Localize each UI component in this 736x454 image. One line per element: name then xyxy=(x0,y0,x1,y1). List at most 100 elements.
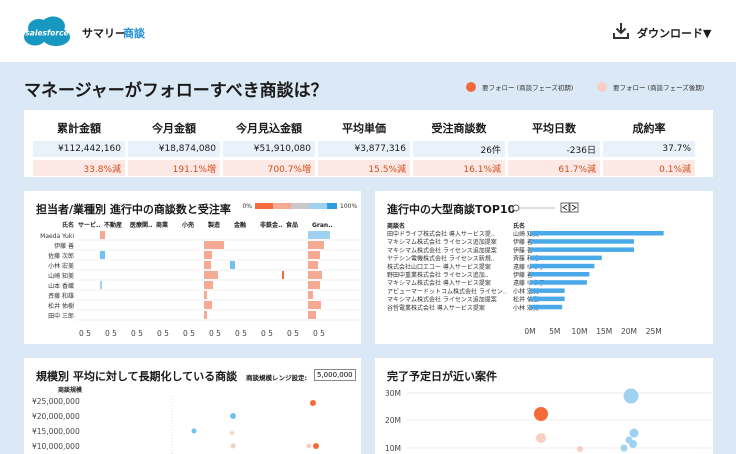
heat-cell[interactable] xyxy=(100,251,105,259)
heat-cell[interactable] xyxy=(100,231,105,239)
axis-tick: 0 5 xyxy=(131,329,143,338)
range-label: 商談規模レンジ設定: xyxy=(246,374,308,382)
heat-cell[interactable] xyxy=(308,261,318,269)
page-title: サマリー xyxy=(82,27,126,40)
prev-button[interactable] xyxy=(560,202,570,213)
deal-name: 株式会社山口エコー 導入サービス提案 xyxy=(387,263,491,271)
deal-bar[interactable] xyxy=(530,247,634,252)
axis-tick: 0 5 xyxy=(287,329,299,338)
col-header-name: 氏名 xyxy=(62,221,74,229)
heat-cell[interactable] xyxy=(204,281,213,289)
heat-cell[interactable] xyxy=(308,241,324,249)
salesforce-logo-icon[interactable]: salesforce xyxy=(22,15,72,49)
download-button[interactable]: ダウンロード▼ xyxy=(637,27,712,40)
deal-bar[interactable] xyxy=(530,263,595,269)
deal-bubble[interactable] xyxy=(623,388,639,404)
panel-owner-industry: 担当者/業種別 進行中の商談数と受注率 0% 100% 氏名 サービ.. 不動産医… xyxy=(24,191,361,344)
deal-bubble[interactable] xyxy=(313,443,319,449)
download-icon[interactable] xyxy=(612,22,630,40)
kpi-header-row: 累計金額 今月金額 今月見込金額 平均単価 受注商談数 平均日数 成約率 xyxy=(33,118,695,138)
deal-name: マキシマム株式会社 ライセンス追加提案 xyxy=(387,238,497,246)
deal-bubble[interactable] xyxy=(534,407,548,421)
industry-header: サービ.. xyxy=(78,221,101,229)
x-tick-label: 5M xyxy=(549,327,560,336)
deal-owner: 伊藤 善 xyxy=(513,246,533,254)
range-input[interactable] xyxy=(314,369,356,381)
long-deals-chart[interactable]: 商談規模 ¥25,000,000 ¥20,000,000 ¥15,000,000… xyxy=(24,358,361,454)
deal-bubble[interactable] xyxy=(230,413,236,419)
kpi-value: -236日 xyxy=(508,141,600,157)
deal-bar[interactable] xyxy=(530,304,563,310)
owner-industry-chart[interactable]: 0% 100% 氏名 サービ.. 不動産 医療関.. 商業 小売 製造 金融 非鉄金.. 食品 G… xyxy=(24,191,361,344)
kpi-change-row: 33.8%減 191.1%増 700.7%増 15.5%減 16.1%減 61.… xyxy=(33,160,695,176)
heat-cell[interactable] xyxy=(204,311,207,319)
deal-bubble[interactable] xyxy=(536,433,546,443)
scale-max-label: 100% xyxy=(340,203,357,210)
owner-name: 田中 三郎 xyxy=(48,312,74,320)
scale-swatch xyxy=(327,203,337,209)
x-tick-label: 20M xyxy=(621,327,637,336)
heat-cell[interactable] xyxy=(308,271,322,279)
col-header-size: 商談規模 xyxy=(58,386,83,394)
deal-bar[interactable] xyxy=(530,288,565,293)
owner-name: 松井 佑樹 xyxy=(48,302,74,310)
page-subtitle[interactable]: 商談 xyxy=(123,27,145,40)
axis-tick: 0 5 xyxy=(209,329,221,338)
heat-cell[interactable] xyxy=(308,291,313,299)
deal-bubble[interactable] xyxy=(629,428,639,438)
deal-bar[interactable] xyxy=(530,255,602,261)
axis-tick: 0 5 xyxy=(105,329,117,338)
deal-owner: 遠藤 ゆう子 xyxy=(513,263,545,271)
heat-cell[interactable] xyxy=(204,271,218,279)
deal-owner: 遠藤 ゆう子 xyxy=(513,279,545,287)
upcoming-deals-chart[interactable]: 30M 20M 10M xyxy=(375,358,713,454)
deal-bubble[interactable] xyxy=(230,443,236,449)
filter-slider-handle[interactable] xyxy=(512,204,520,212)
industry-header: 医療関.. xyxy=(130,221,153,229)
kpi-label: 今月見込金額 xyxy=(236,122,302,135)
panel-long-deals: 規模別 平均に対して長期化している商談 商談規模レンジ設定: 商談規模 ¥25,… xyxy=(24,358,361,454)
scale-swatch xyxy=(309,203,327,209)
deal-name: マキシマム株式会社 ライセンス追加提案 xyxy=(387,246,497,254)
heat-cell[interactable] xyxy=(230,261,235,269)
deal-bar[interactable] xyxy=(530,280,587,285)
x-tick-label: 25M xyxy=(646,327,662,336)
deal-bubble[interactable] xyxy=(230,431,234,435)
axis-tick: 0 5 xyxy=(261,329,273,338)
heat-cell[interactable] xyxy=(204,251,212,259)
col-header-deal: 商談名 xyxy=(387,222,405,230)
deal-bubble[interactable] xyxy=(629,440,637,448)
heat-cell[interactable] xyxy=(204,241,224,249)
heat-cell[interactable] xyxy=(308,311,316,319)
heat-cell[interactable] xyxy=(282,271,284,279)
deal-bubble[interactable] xyxy=(306,443,312,449)
kpi-change: 61.7%減 xyxy=(508,160,600,176)
deal-name: 谷哲電業株式会社 導入サービス提案 xyxy=(387,304,485,312)
heat-cell[interactable] xyxy=(308,281,320,289)
heat-cell[interactable] xyxy=(204,301,212,309)
deal-owner: 小林 宏美 xyxy=(513,287,539,295)
deal-bar[interactable] xyxy=(530,239,634,244)
heat-cell[interactable] xyxy=(308,231,330,239)
deal-bubble[interactable] xyxy=(191,428,197,434)
deal-bar[interactable] xyxy=(530,231,664,236)
heat-cell[interactable] xyxy=(204,261,211,269)
heat-cell[interactable] xyxy=(308,251,320,259)
headline: マネージャーがフォローすべき商談は？ xyxy=(24,81,328,101)
deal-bubble[interactable] xyxy=(577,446,583,452)
heat-cell[interactable] xyxy=(204,291,207,299)
heat-cell[interactable] xyxy=(100,281,102,289)
deal-bar[interactable] xyxy=(530,296,565,302)
kpi-label: 受注商談数 xyxy=(431,122,487,135)
deal-bubble[interactable] xyxy=(620,444,628,452)
deal-owner: 伊藤 善 xyxy=(513,238,533,246)
axis-tick: 0 5 xyxy=(157,329,169,338)
deal-owner: 斉藤 和雄 xyxy=(513,255,539,263)
next-button[interactable] xyxy=(569,202,579,213)
scale-swatch xyxy=(291,203,309,209)
top-deals-chart[interactable]: 商談名 氏名 田中ドライブ株式会社 導入サービス提.. 山崎 知美マキシマム株式会… xyxy=(375,191,713,344)
deal-bar[interactable] xyxy=(530,272,590,277)
deal-bubble[interactable] xyxy=(310,400,316,406)
kpi-value: ¥3,877,316 xyxy=(318,141,410,157)
heat-cell[interactable] xyxy=(308,301,321,309)
